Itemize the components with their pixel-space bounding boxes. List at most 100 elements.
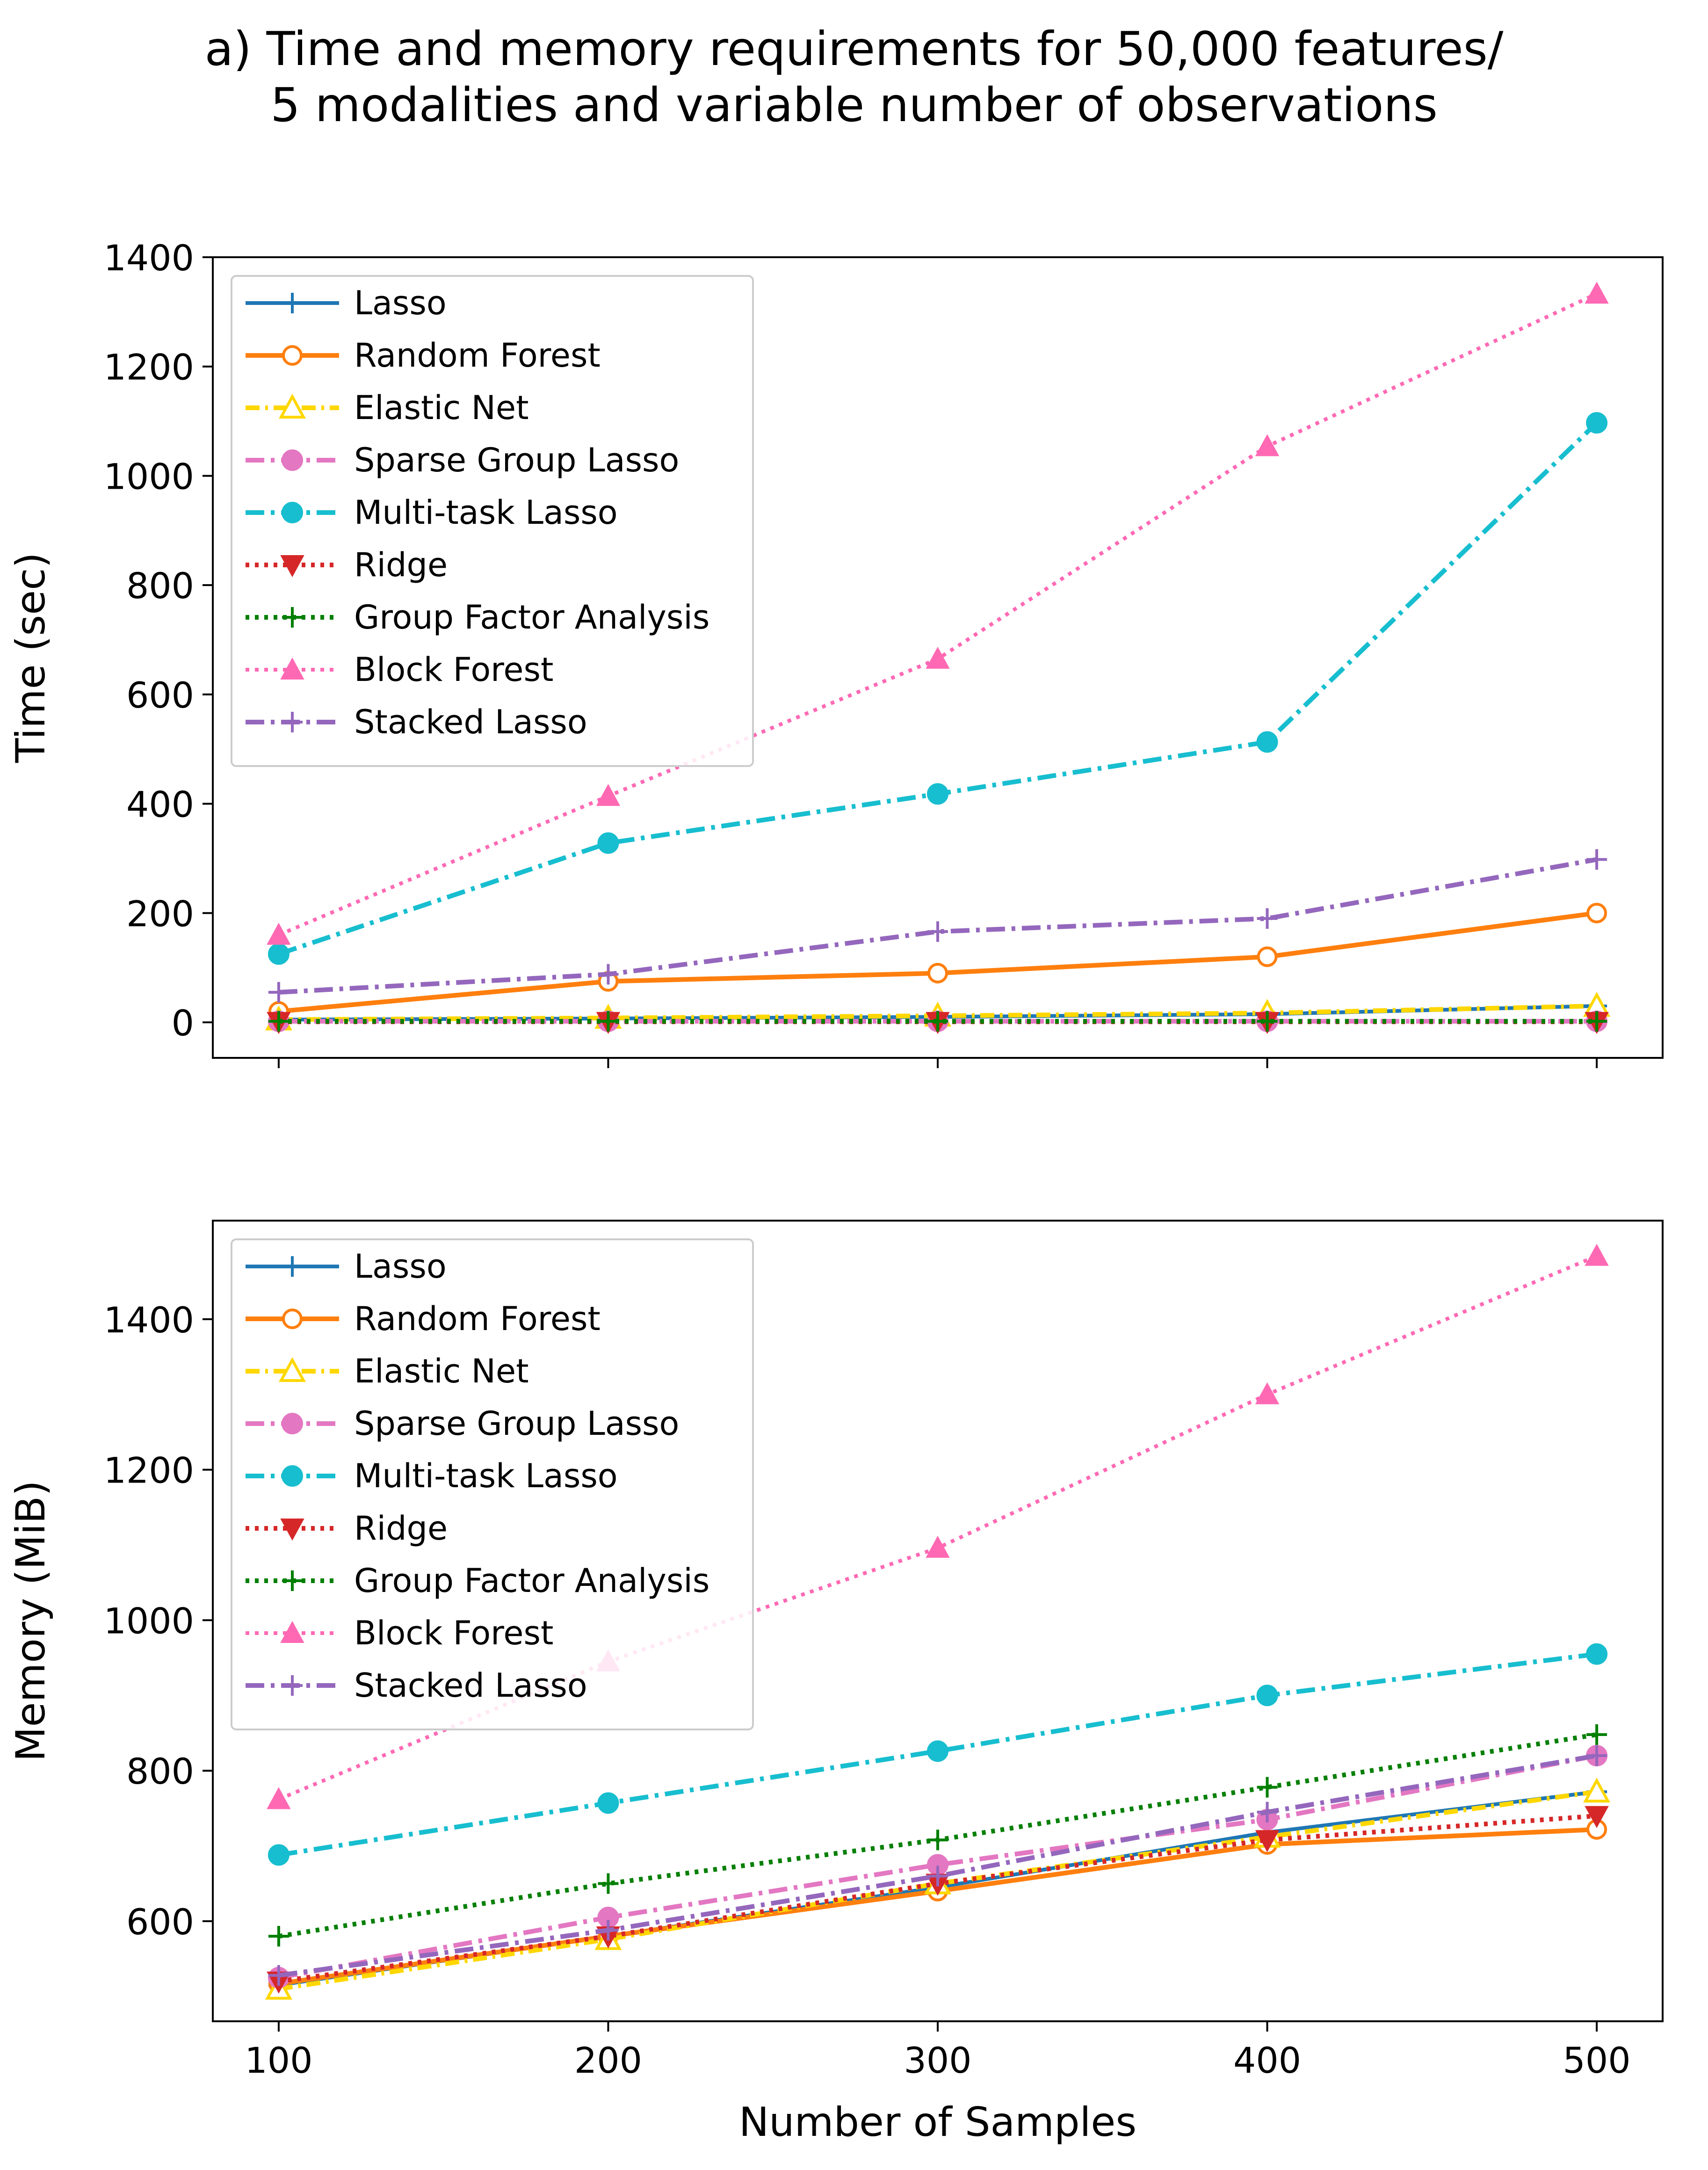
memory-x-axis-label: Number of Samples [739,2099,1136,2146]
time-legend: Lasso Random Forest Elastic Net Sparse Grou… [231,275,754,767]
time-series-group-factor-analysis [268,1011,1607,1032]
memory-y-tick-label-800: 800 [126,1750,194,1792]
time-y-tick-label-200: 200 [126,893,194,934]
memory-point-group-factor-analysis-1 [598,1873,619,1894]
time-legend-label-random-forest: Random Forest [354,336,601,375]
memory-legend-label-ridge: Ridge [354,1509,448,1548]
memory-legend-label-lasso: Lasso [354,1247,447,1286]
time-point-block-forest-2 [926,646,950,669]
time-series-random-forest [268,903,1607,1022]
time-y-tick-label-1200: 1200 [104,347,194,388]
time-legend-marker-ridge [280,555,304,578]
time-y-tick-label-400: 400 [126,784,194,825]
memory-y-axis-label: Memory (MiB) [7,1480,54,1761]
memory-legend-label-group-factor-analysis: Group Factor Analysis [354,1562,709,1600]
time-y-tick-label-1400: 1400 [104,237,194,279]
time-point-group-factor-analysis-1 [598,1011,619,1032]
time-point-multi-task-lasso-1 [597,832,619,854]
memory-point-stacked-lasso-3 [1257,1801,1278,1823]
time-y-tick-label-800: 800 [126,565,194,607]
time-point-stacked-lasso-3 [1257,908,1278,929]
time-point-stacked-lasso-0 [268,982,289,1003]
time-point-block-forest-4 [1585,282,1609,304]
time-point-random-forest-2 [927,962,948,984]
time-series-line-stacked-lasso [278,857,1597,995]
memory-y-tick-label-1200: 1200 [104,1450,194,1491]
memory-y-tick-label-1000: 1000 [104,1600,194,1642]
time-y-tick-label-0: 0 [172,1002,194,1044]
memory-chart: 600 800 1000 1200 1400 100 200 300 400 500 Memory … [7,1220,1664,2146]
time-legend-label-multi-task-lasso: Multi-task Lasso [354,493,618,532]
time-point-random-forest-4 [1586,903,1607,924]
time-series-multi-task-lasso [268,412,1608,965]
memory-point-group-factor-analysis-3 [1257,1777,1278,1798]
time-legend-box [231,275,754,767]
time-legend-label-lasso: Lasso [354,284,447,322]
memory-legend-marker-multi-task-lasso [282,1465,303,1487]
memory-point-stacked-lasso-2 [927,1866,948,1887]
time-legend-marker-lasso [282,293,303,313]
figure-title-line-1: a) Time and memory requirements for 50,0… [204,22,1504,76]
memory-x-tick-label-100: 100 [245,2040,312,2081]
memory-legend-marker-elastic-net [278,1357,306,1382]
time-legend-label-group-factor-analysis: Group Factor Analysis [354,598,709,637]
time-legend-label-block-forest: Block Forest [354,651,553,689]
memory-point-block-forest-2 [926,1535,950,1558]
memory-x-tick-label-400: 400 [1233,2040,1301,2081]
memory-point-stacked-lasso-1 [598,1920,619,1941]
memory-point-multi-task-lasso-0 [268,1844,289,1866]
time-point-group-factor-analysis-0 [268,1011,289,1032]
time-legend-marker-group-factor-analysis [282,607,303,628]
time-chart: 0 200 400 600 800 1000 1200 1400 Time (sec) Lasso… [7,237,1664,1068]
time-point-block-forest-0 [267,922,291,945]
memory-legend-label-stacked-lasso: Stacked Lasso [354,1666,587,1705]
time-point-random-forest-3 [1257,946,1278,967]
time-legend-marker-elastic-net [278,393,306,419]
memory-x-tick-label-500: 500 [1563,2040,1631,2081]
memory-legend-box [231,1238,754,1730]
memory-legend-label-random-forest: Random Forest [354,1300,601,1338]
time-point-group-factor-analysis-2 [927,1011,948,1032]
memory-legend-marker-random-forest [282,1309,303,1329]
memory-point-stacked-lasso-0 [268,1965,289,1986]
time-y-tick-label-1000: 1000 [104,456,194,497]
memory-point-ridge-3 [1255,1830,1280,1852]
memory-point-block-forest-0 [267,1787,291,1809]
memory-point-multi-task-lasso-2 [927,1740,948,1762]
time-point-block-forest-1 [596,784,621,806]
time-legend-label-ridge: Ridge [354,546,448,584]
time-point-multi-task-lasso-0 [268,943,289,965]
time-point-multi-task-lasso-3 [1256,731,1278,753]
memory-point-group-factor-analysis-2 [927,1830,948,1851]
memory-point-stacked-lasso-4 [1586,1745,1607,1766]
memory-legend-marker-lasso [282,1256,303,1277]
memory-legend-marker-block-forest [280,1620,304,1643]
memory-series-multi-task-lasso [268,1643,1608,1866]
memory-legend-marker-ridge [280,1519,304,1541]
memory-legend-marker-sparse-group-lasso [282,1413,303,1434]
time-legend-marker-multi-task-lasso [282,502,303,523]
time-point-block-forest-3 [1255,434,1280,456]
memory-legend-label-block-forest: Block Forest [354,1614,553,1652]
memory-point-multi-task-lasso-4 [1586,1643,1608,1665]
figure-title-line-2: 5 modalities and variable number of obse… [270,78,1438,132]
time-series-stacked-lasso [268,849,1607,1003]
time-point-multi-task-lasso-4 [1586,412,1608,434]
memory-point-multi-task-lasso-1 [597,1792,619,1814]
time-legend-marker-block-forest [280,657,304,680]
memory-y-tick-label-600: 600 [126,1901,194,1943]
memory-point-block-forest-4 [1585,1244,1609,1266]
memory-legend: Lasso Random Forest Elastic Net Sparse Grou… [231,1238,754,1730]
memory-legend-label-elastic-net: Elastic Net [354,1352,529,1390]
memory-legend-marker-stacked-lasso [282,1675,303,1696]
time-legend-label-elastic-net: Elastic Net [354,389,529,427]
time-point-group-factor-analysis-3 [1257,1011,1278,1032]
time-point-stacked-lasso-2 [927,921,948,942]
memory-series-stacked-lasso [268,1745,1607,1986]
memory-y-tick-label-1400: 1400 [104,1299,194,1341]
memory-point-group-factor-analysis-4 [1586,1724,1607,1745]
memory-x-tick-label-200: 200 [574,2040,642,2081]
memory-legend-label-multi-task-lasso: Multi-task Lasso [354,1457,618,1495]
time-legend-marker-stacked-lasso [282,712,303,732]
